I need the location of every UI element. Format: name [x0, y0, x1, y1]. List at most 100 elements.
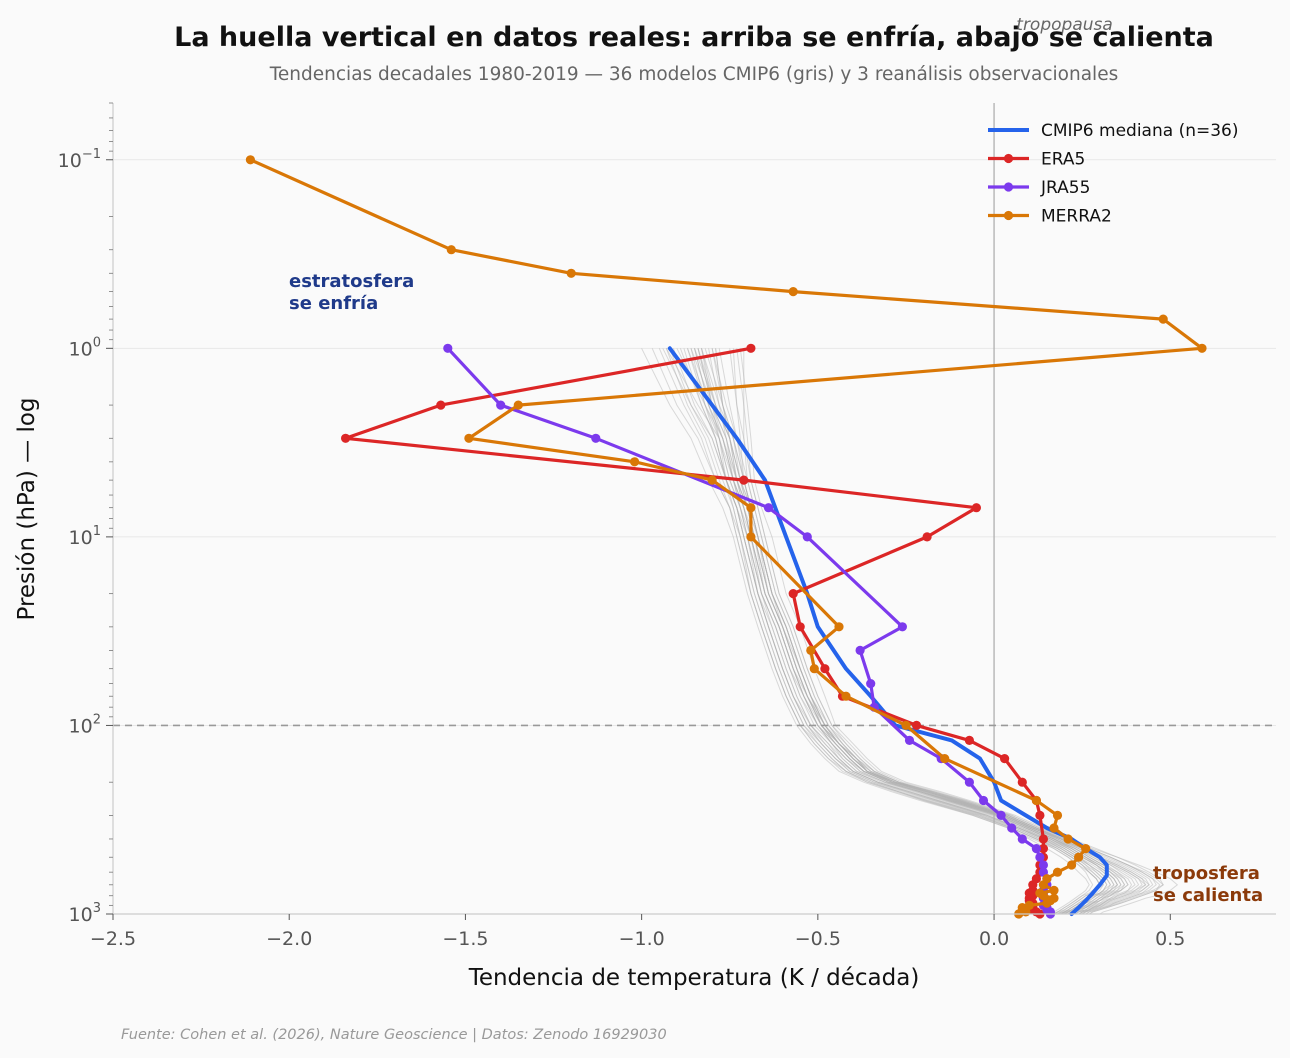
point-era5-25	[820, 664, 830, 674]
legend-marker-era5	[1003, 153, 1014, 164]
model-line-15	[690, 348, 1108, 915]
model-line-13	[715, 348, 1126, 915]
model-line-9	[711, 348, 1147, 915]
model-line-14	[743, 348, 1179, 915]
point-merra2-36	[566, 268, 576, 278]
legend-label-cmip6: CMIP6 mediana (n=36)	[1041, 121, 1238, 141]
point-jra55-21	[964, 777, 975, 787]
point-merra2-24	[809, 664, 819, 674]
point-merra2-32	[513, 400, 523, 410]
point-era5-18	[1035, 810, 1045, 821]
model-line-33	[701, 348, 1164, 915]
point-era5-33	[746, 343, 756, 353]
point-merra2-7	[1049, 893, 1059, 903]
source-note: Fuente: Cohen et al. (2026), Nature Geos…	[121, 1027, 667, 1043]
point-merra2-31	[464, 433, 474, 443]
x-tick-label-5: 0.0	[979, 928, 1009, 950]
model-line-34	[687, 348, 1122, 915]
point-merra2-33	[1197, 343, 1207, 353]
model-line-31	[665, 348, 1133, 915]
point-jra55-20	[978, 795, 989, 806]
point-jra55-26	[855, 645, 865, 656]
y-tick-label-0: 10−1	[58, 147, 101, 172]
x-tick-label-3: −1.0	[619, 928, 665, 950]
grid	[113, 159, 1276, 915]
model-line-29	[690, 348, 1150, 915]
model-line-10	[708, 348, 1119, 915]
model-line-3	[711, 348, 1140, 915]
point-merra2-37	[446, 245, 456, 255]
x-tick-label-1: −2.0	[266, 928, 312, 950]
x-tick-label-2: −1.5	[442, 928, 488, 950]
axes	[112, 103, 1276, 915]
model-lines	[641, 348, 1179, 915]
point-jra55-16	[1031, 844, 1041, 854]
model-line-17	[694, 348, 1126, 915]
point-merra2-14	[1067, 860, 1077, 870]
point-merra2-25	[806, 645, 816, 656]
model-line-27	[697, 348, 1129, 915]
x-tick-label-4: −0.5	[795, 928, 841, 950]
model-line-19	[732, 348, 1161, 915]
point-jra55-32	[443, 343, 453, 353]
point-merra2-29	[707, 475, 717, 485]
point-jra55-28	[802, 532, 812, 542]
point-merra2-17	[1063, 834, 1073, 844]
legend-label-jra55: JRA55	[1040, 178, 1090, 198]
point-era5-28	[922, 532, 932, 542]
x-axis-label: Tendencia de temperatura (K / década)	[468, 965, 920, 991]
model-line-1	[694, 348, 1115, 915]
series-line-cmip6	[667, 346, 1109, 916]
model-line-21	[701, 348, 1136, 915]
y-tick-label-3: 102	[69, 712, 101, 737]
point-merra2-12	[1042, 874, 1052, 884]
point-merra2-22	[901, 720, 911, 731]
point-era5-16	[1038, 844, 1048, 854]
model-line-24	[697, 348, 1122, 915]
x-tick-label-6: 0.5	[1155, 928, 1185, 950]
point-merra2-27	[746, 532, 756, 542]
point-era5-27	[788, 589, 798, 599]
stratosphere-annotation-line1: estratosfera	[289, 271, 414, 292]
model-line-16	[676, 348, 1147, 915]
series-lines	[245, 155, 1207, 919]
legend-marker-merra2	[1003, 210, 1014, 221]
point-merra2-26	[834, 622, 844, 632]
point-jra55-30	[591, 433, 601, 443]
troposphere-annotation-line2: se calienta	[1153, 885, 1263, 906]
chart-subtitle: Tendencias decadales 1980-2019 — 36 mode…	[269, 64, 1118, 85]
tropopause-label: tropopausa	[1016, 15, 1113, 35]
point-jra55-19	[996, 810, 1006, 821]
point-era5-20	[1017, 777, 1027, 787]
model-line-7	[704, 348, 1129, 915]
point-era5-21	[1000, 754, 1010, 764]
model-line-26	[718, 348, 1150, 915]
troposphere-annotation: troposfera se calienta	[1153, 863, 1263, 906]
point-merra2-23	[841, 691, 851, 701]
y-tick-label-2: 101	[69, 524, 101, 549]
stratosphere-annotation: estratosfera se enfría	[289, 271, 414, 314]
point-era5-22	[964, 735, 975, 746]
legend-label-era5: ERA5	[1041, 150, 1085, 170]
point-era5-30	[739, 475, 749, 485]
point-era5-26	[795, 622, 805, 632]
point-merra2-30	[630, 457, 640, 467]
point-jra55-27	[897, 622, 908, 632]
point-merra2-21	[940, 754, 950, 764]
x-ticks: −2.5 −2.0 −1.5 −1.0 −0.5 0.0 0.5	[90, 914, 1185, 950]
troposphere-annotation-line1: troposfera	[1153, 863, 1260, 884]
point-jra55-15	[1035, 852, 1045, 862]
point-jra55-25	[866, 679, 876, 689]
point-era5-17	[1038, 834, 1048, 844]
point-jra55-17	[1017, 834, 1027, 844]
point-merra2-15	[1074, 852, 1084, 862]
model-line-11	[729, 348, 1157, 915]
point-merra2-16	[1081, 844, 1091, 854]
legend: CMIP6 mediana (n=36) ERA5 JRA55 MERRA2	[988, 121, 1238, 227]
model-line-25	[679, 348, 1115, 915]
point-merra2-20	[1031, 795, 1041, 806]
point-merra2-18	[1049, 823, 1059, 833]
point-jra55-14	[1038, 860, 1048, 870]
model-line-23	[736, 348, 1154, 915]
